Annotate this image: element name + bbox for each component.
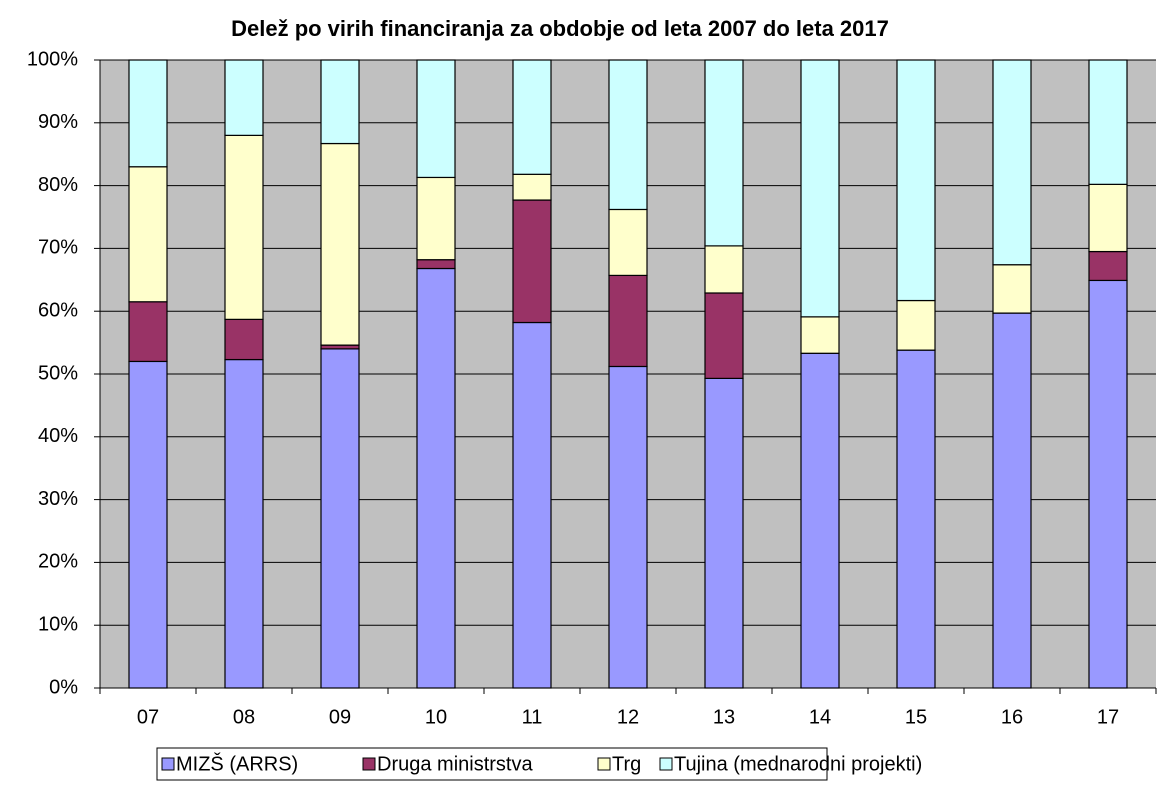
legend-swatch [362,757,376,771]
legend-box [156,747,828,781]
x-tick-label: 09 [329,706,351,728]
x-tick-label: 17 [1097,706,1119,728]
bar-segment [608,274,648,368]
bar-segment [224,134,264,320]
bar-segment [128,166,168,303]
x-tick-label: 12 [617,706,639,728]
bar-segment [992,59,1032,266]
bar-segment [512,321,552,689]
chart-title: Delež po virih financiranja za obdobje o… [231,16,889,41]
y-tick-label: 40% [38,425,78,447]
legend-swatch [597,757,611,771]
bar-segment [608,365,648,689]
y-tick-label: 90% [38,111,78,133]
bar-segment [992,312,1032,689]
bar-segment [224,59,264,136]
y-tick-label: 60% [38,299,78,321]
bar-segment [800,316,840,354]
x-tick-label: 13 [713,706,735,728]
y-tick-label: 0% [49,676,78,698]
bar-segment [1088,279,1128,689]
bar-segment [320,348,360,689]
x-tick-label: 10 [425,706,447,728]
bar-segment [800,352,840,689]
legend-label: Druga ministrstva [377,753,533,775]
y-tick-label: 70% [38,237,78,259]
bar-segment [416,176,456,261]
y-tick-label: 20% [38,551,78,573]
y-tick-label: 10% [38,613,78,635]
bar-segment [224,358,264,689]
legend-swatch [161,757,175,771]
bar-segment [1088,250,1128,282]
bar-segment [704,59,744,247]
bar-segment [608,208,648,277]
bar-segment [416,267,456,689]
bar-segment [704,245,744,294]
y-tick-label: 80% [38,174,78,196]
bar-segment [800,59,840,318]
bar-segment [416,59,456,179]
bar-segment [1088,59,1128,185]
x-tick-label: 07 [137,706,159,728]
x-tick-label: 08 [233,706,255,728]
bar-segment [224,318,264,361]
legend-swatch [659,757,673,771]
bar-segment [896,299,936,351]
bar-segment [896,59,936,302]
y-tick-label: 50% [38,362,78,384]
bar-segment [128,360,168,689]
bar-segment [992,264,1032,314]
bar-segment [608,59,648,211]
bar-segment [512,199,552,324]
x-tick-label: 14 [809,706,831,728]
legend-label: Tujina (mednarodni projekti) [674,753,922,775]
y-tick-label: 100% [27,48,78,70]
x-tick-label: 16 [1001,706,1023,728]
bar-segment [896,349,936,689]
bar-segment [704,377,744,689]
bar-segment [704,292,744,379]
bar-segment [320,142,360,346]
x-tick-label: 15 [905,706,927,728]
bar-segment [1088,183,1128,253]
bar-segment [512,59,552,175]
bar-segment [416,259,456,270]
bar-segment [512,173,552,201]
bar-segment [320,59,360,145]
bar-segment [128,301,168,363]
legend-label: MIZŠ (ARRS) [176,752,298,775]
bar-segment [128,59,168,168]
x-tick-label: 11 [522,706,543,728]
y-tick-label: 30% [38,488,78,510]
legend-label: Trg [612,753,641,775]
